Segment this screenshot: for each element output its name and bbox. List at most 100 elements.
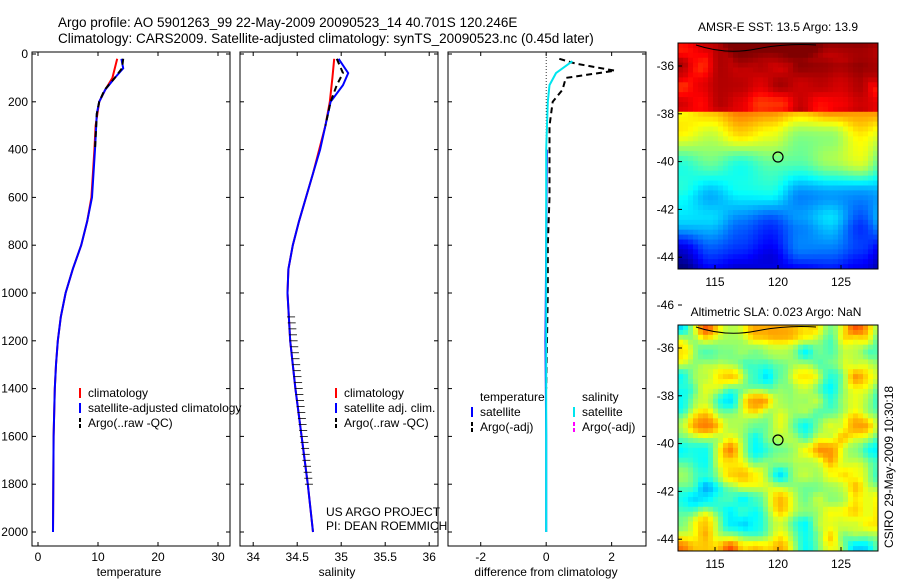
sla-map-cell <box>768 438 774 444</box>
sla-map-cell <box>678 447 684 454</box>
sst-map-cell <box>788 87 794 93</box>
sla-map-cell <box>758 354 764 360</box>
sla-map-cell <box>758 467 764 473</box>
sla-map-cell <box>783 492 789 498</box>
sst-map-cell <box>738 234 744 240</box>
sla-map-cell <box>763 477 769 483</box>
sst-lat-label: -42 <box>657 202 675 216</box>
sla-map-cell <box>843 531 849 537</box>
sst-map-cell <box>678 72 684 78</box>
sla-map-cell <box>688 541 694 547</box>
sst-map-cell <box>768 190 774 196</box>
sla-map-cell <box>713 403 719 409</box>
sst-map-cell <box>828 77 834 83</box>
sst-map-cell <box>678 67 684 73</box>
sst-map-cell <box>778 244 784 250</box>
sst-map-cell <box>688 121 694 127</box>
sla-map-cell <box>793 433 799 439</box>
sla-map-cell <box>788 364 794 370</box>
sla-map-cell <box>778 506 784 513</box>
sst-map-cell <box>713 116 719 123</box>
sst-map-cell <box>738 224 744 231</box>
sla-map-cell <box>818 501 824 508</box>
sla-map-cell <box>698 452 704 459</box>
sla-map-cell <box>693 428 699 434</box>
sst-map-cell <box>698 126 704 132</box>
sst-map-cell <box>783 57 789 64</box>
sst-map-cell <box>803 82 809 88</box>
sla-map-cell <box>758 369 764 375</box>
sla-map-cell <box>853 379 859 385</box>
sst-map-cell <box>783 195 789 201</box>
sst-map-cell <box>678 180 684 186</box>
sla-map-cell <box>728 482 734 488</box>
sst-map-cell <box>778 229 784 236</box>
sla-map-cell <box>788 536 794 542</box>
sst-map-cell <box>783 116 789 123</box>
sst-map-cell <box>713 97 719 103</box>
sst-map-cell <box>688 57 694 64</box>
sst-map-cell <box>873 77 879 83</box>
sst-map-cell <box>743 43 749 49</box>
sst-map-cell <box>798 131 804 137</box>
sst-map-cell <box>718 160 724 167</box>
sla-map-cell <box>688 423 694 429</box>
sla-map-cell <box>853 329 859 336</box>
sla-map-cell <box>873 383 879 390</box>
sst-map-cell <box>688 239 694 245</box>
sst-map-cell <box>688 67 694 73</box>
sla-map-cell <box>853 418 859 424</box>
sst-map-cell <box>713 72 719 78</box>
sst-map-cell <box>808 97 814 103</box>
sst-map-cell <box>753 116 759 123</box>
sla-map-cell <box>833 325 839 331</box>
sla-map-cell <box>738 492 744 498</box>
sla-map-cell <box>728 521 734 527</box>
sst-map-cell <box>723 131 729 137</box>
sst-map-cell <box>738 229 744 236</box>
sla-map-cell <box>848 541 854 547</box>
sst-map-cell <box>758 190 764 196</box>
sla-map-cell <box>778 462 784 468</box>
sla-map-cell <box>718 442 724 449</box>
sst-map-cell <box>813 254 819 260</box>
sst-map-cell <box>728 111 734 118</box>
diff-x-tick-label: 2 <box>608 550 615 564</box>
sst-map-cell <box>683 214 689 221</box>
sla-map-cell <box>818 541 824 547</box>
sst-coastline-contour <box>695 44 817 52</box>
diff-legend-label: satellite <box>582 405 623 419</box>
sla-map-cell <box>863 496 869 503</box>
sla-map-cell <box>678 364 684 370</box>
sla-map-cell <box>773 379 779 385</box>
sst-map-cell <box>793 77 799 83</box>
sla-map-cell <box>838 383 844 390</box>
sla-map-cell <box>748 349 754 355</box>
sst-map-cell <box>698 43 704 49</box>
sla-map-cell <box>703 379 709 385</box>
sst-map-cell <box>783 72 789 78</box>
sst-map-cell <box>863 106 869 113</box>
sst-map-cell <box>818 77 824 83</box>
sla-map-cell <box>758 511 764 518</box>
sst-map-cell <box>783 87 789 93</box>
sla-map-cell <box>728 546 734 552</box>
sst-map-cell <box>683 249 689 255</box>
sst-map-cell <box>808 249 814 255</box>
sla-map-cell <box>693 408 699 414</box>
sla-map-cell <box>808 487 814 493</box>
sla-map-cell <box>693 398 699 405</box>
sst-map-cell <box>868 101 874 108</box>
sst-map-cell <box>778 126 784 132</box>
sst-map-cell <box>868 210 874 216</box>
sla-map-cell <box>833 447 839 454</box>
sla-map-cell <box>678 413 684 419</box>
sst-map-cell <box>803 244 809 250</box>
sla-map-cell <box>798 452 804 459</box>
sst-map-cell <box>808 72 814 78</box>
sla-map-cell <box>848 428 854 434</box>
sst-map-cell <box>738 106 744 113</box>
sst-map-cell <box>698 47 704 54</box>
sla-map-cell <box>788 472 794 478</box>
sla-map-cell <box>683 477 689 483</box>
